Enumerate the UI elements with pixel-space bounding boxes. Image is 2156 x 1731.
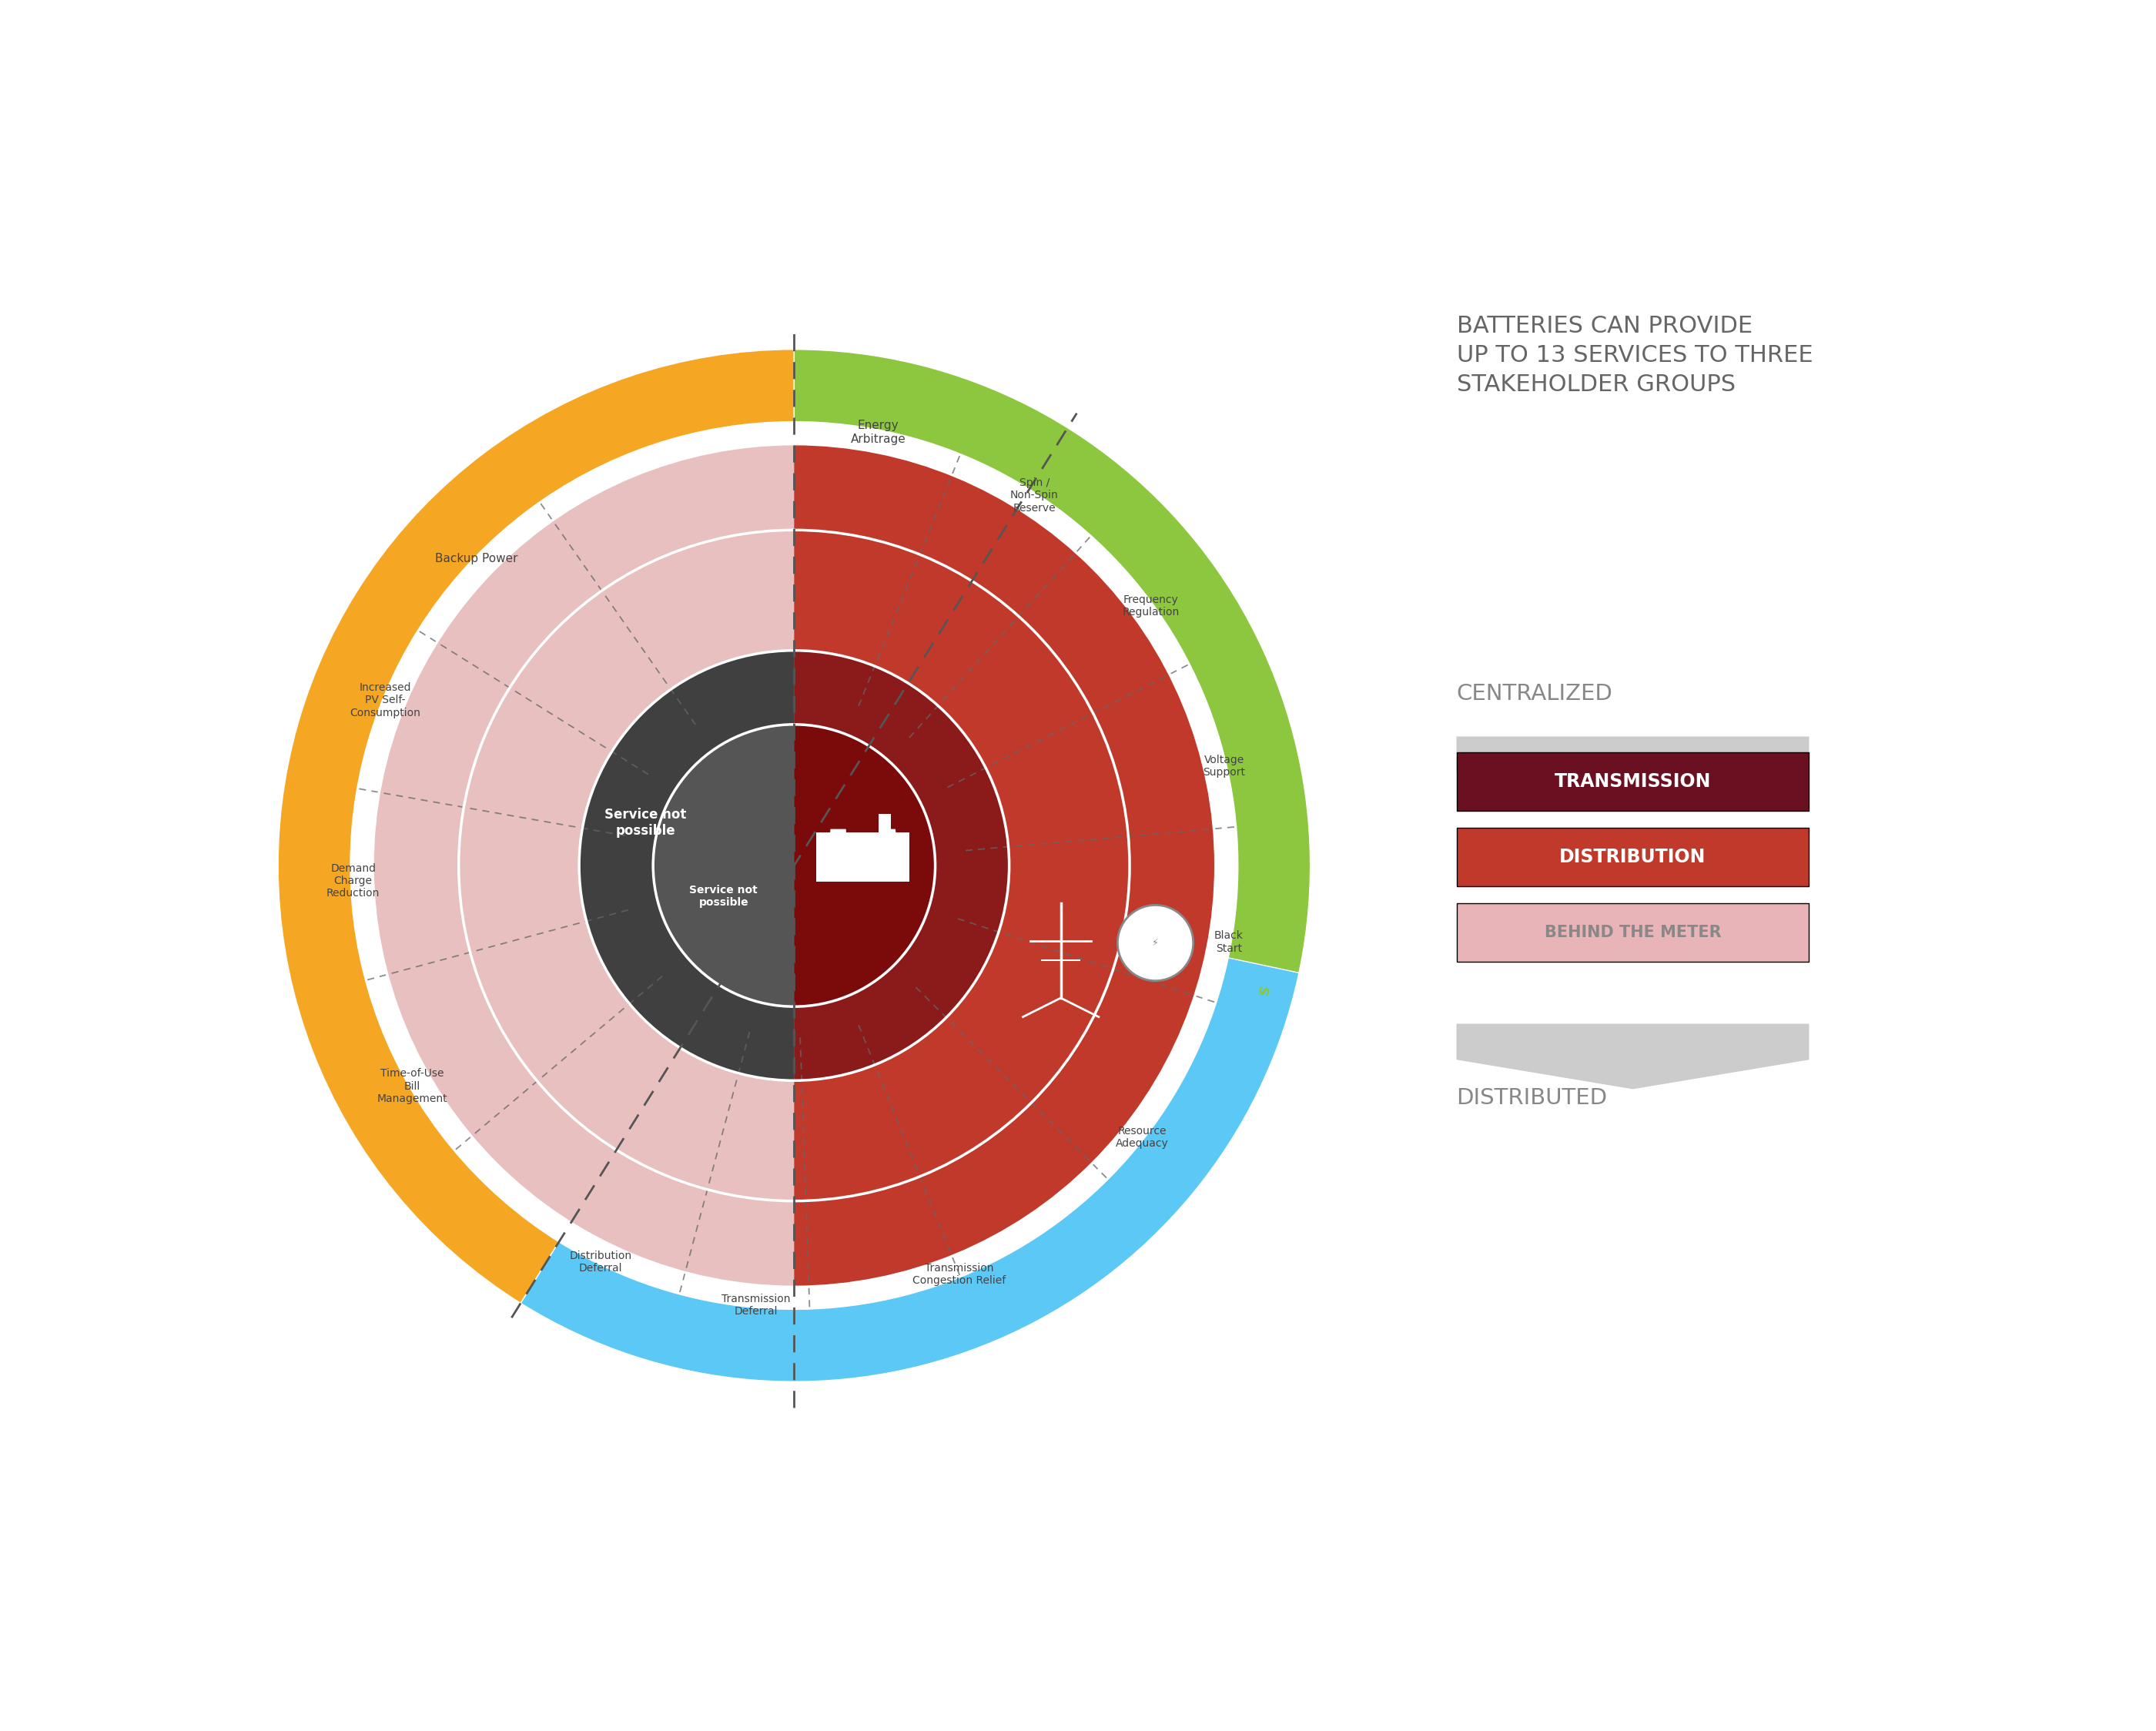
Wedge shape [580,651,793,1080]
Text: E: E [1263,935,1279,947]
Text: S: S [1003,1290,1018,1307]
Text: U: U [558,1284,576,1302]
Text: Service not
possible: Service not possible [690,885,757,909]
Text: Spin /
Non-Spin
Reserve: Spin / Non-Spin Reserve [1011,478,1059,514]
Text: T: T [1123,512,1141,528]
Wedge shape [793,725,936,1006]
FancyBboxPatch shape [1457,904,1809,962]
Text: I: I [808,376,813,389]
Text: ⚡: ⚡ [1151,938,1158,949]
Text: I: I [785,1342,789,1355]
Text: O: O [906,388,918,405]
Text: BEHIND THE METER: BEHIND THE METER [1544,924,1720,940]
Text: Y: Y [895,1329,908,1345]
Text: Black
Start: Black Start [1214,931,1244,954]
Text: /: / [1003,424,1013,440]
Text: S: S [856,379,869,395]
Text: Time-of-Use
Bill
Management: Time-of-Use Bill Management [377,1068,446,1104]
FancyBboxPatch shape [1457,751,1809,810]
Text: E: E [330,699,345,713]
Circle shape [1117,905,1192,981]
Text: Resource
Adequacy: Resource Adequacy [1115,1125,1169,1149]
Text: O: O [382,590,399,608]
Text: S: S [1253,983,1270,997]
Text: Frequency
Regulation: Frequency Regulation [1123,594,1179,618]
Polygon shape [826,829,852,881]
Text: T: T [839,1340,849,1354]
Text: U: U [507,460,524,479]
Bar [817,833,910,881]
Bar [877,814,890,881]
Text: Energy
Arbitrage: Energy Arbitrage [852,421,906,445]
Text: Service not
possible: Service not possible [604,808,686,838]
Circle shape [373,445,1216,1286]
Text: R: R [313,756,330,770]
Text: R: R [321,995,338,1009]
Text: T: T [612,1309,625,1324]
Text: S: S [304,878,319,888]
Text: R: R [1087,478,1102,495]
Text: BATTERIES CAN PROVIDE
UP TO 13 SERVICES TO THREE
STAKEHOLDER GROUPS: BATTERIES CAN PROVIDE UP TO 13 SERVICES … [1457,315,1813,396]
Wedge shape [653,725,793,1006]
Text: L: L [724,1338,735,1352]
Text: O: O [1158,549,1177,566]
Text: Transmission
Deferral: Transmission Deferral [722,1293,789,1317]
Polygon shape [875,829,899,881]
Text: S: S [1216,635,1231,651]
Text: DISTRIBUTED: DISTRIBUTED [1457,1087,1608,1108]
Text: V: V [343,1051,360,1066]
Text: C: C [558,429,576,447]
Text: R: R [1097,1227,1112,1245]
FancyBboxPatch shape [1457,827,1809,886]
Text: S: S [1250,992,1268,1006]
Wedge shape [793,651,1009,1080]
Text: Backup Power: Backup Power [436,554,517,564]
Text: S: S [487,1238,505,1255]
Text: DISTRIBUTION: DISTRIBUTION [1559,848,1705,866]
Text: Increased
PV Self-
Consumption: Increased PV Self- Consumption [349,682,420,718]
Polygon shape [1457,1023,1809,1089]
Text: I: I [371,1106,386,1118]
Text: S: S [461,499,476,516]
Text: I: I [671,1326,679,1342]
Text: V: V [1138,1187,1156,1205]
Text: E: E [308,938,323,949]
Text: Demand
Charge
Reduction: Demand Charge Reduction [326,864,379,898]
Text: M: M [351,642,371,660]
Text: C: C [1270,885,1285,895]
Text: E: E [1052,1262,1067,1279]
Polygon shape [1457,736,1809,801]
Text: E: E [1235,682,1253,696]
Text: E: E [1231,1046,1248,1059]
Text: Distribution
Deferral: Distribution Deferral [569,1250,632,1274]
Text: I: I [1270,836,1285,841]
Wedge shape [278,350,793,1303]
Text: R: R [1253,730,1268,744]
Text: CENTRALIZED: CENTRALIZED [1457,682,1613,705]
Text: Transmission
Congestion Relief: Transmission Congestion Relief [912,1264,1007,1286]
Text: E: E [444,1198,459,1215]
Text: I: I [1177,1146,1190,1158]
Text: V: V [1263,781,1279,795]
Wedge shape [522,957,1298,1381]
Text: Voltage
Support: Voltage Support [1203,755,1246,777]
Wedge shape [793,350,1311,1042]
Text: T: T [418,542,436,559]
Text: C: C [1205,1096,1222,1113]
Text: TRANSMISSION: TRANSMISSION [1554,772,1712,791]
Wedge shape [793,445,1216,1286]
Text: C: C [403,1153,420,1170]
